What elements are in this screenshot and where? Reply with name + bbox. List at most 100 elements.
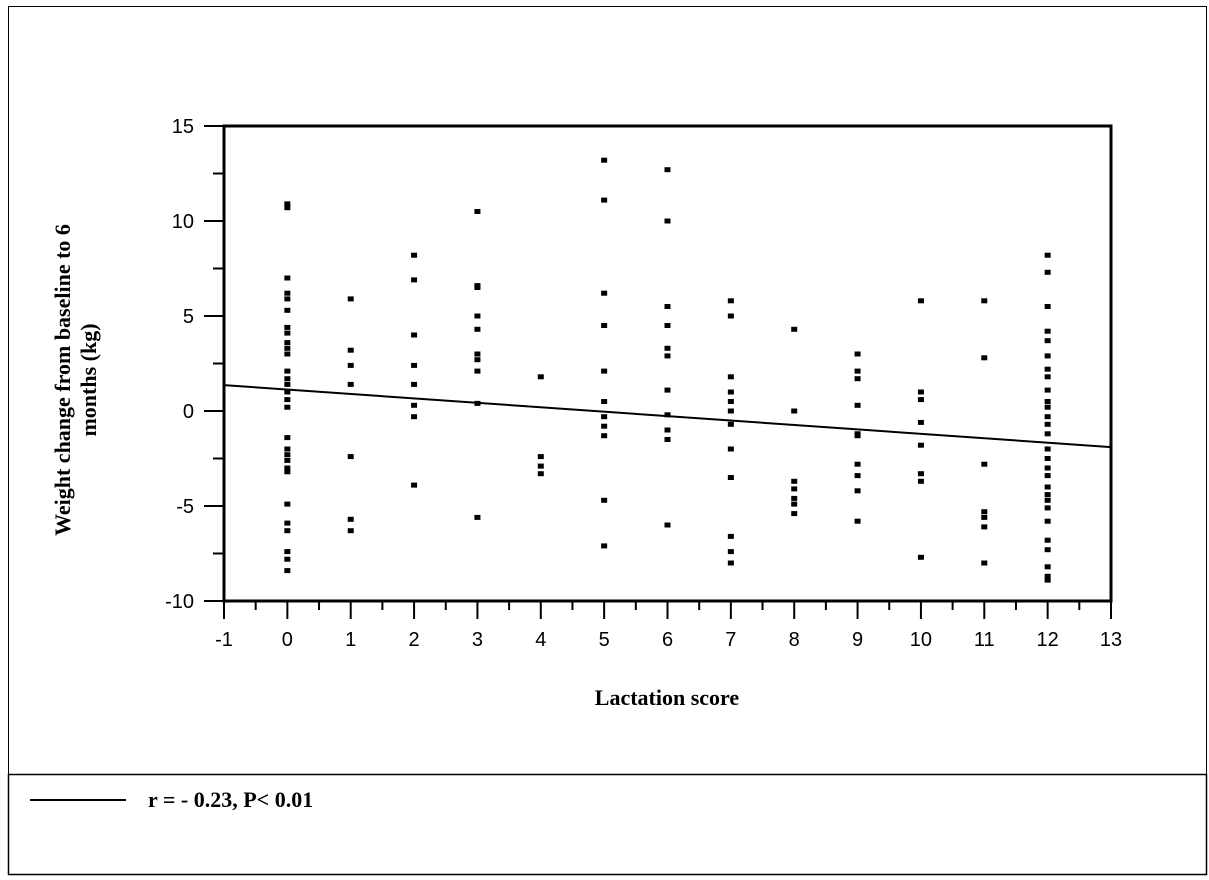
data-point — [601, 197, 608, 203]
x-tick-label: 13 — [1100, 629, 1122, 651]
data-point — [664, 412, 671, 418]
data-point — [284, 290, 291, 296]
data-point — [854, 461, 861, 467]
x-tick-label: 9 — [852, 629, 863, 651]
data-point — [1044, 547, 1051, 553]
x-tick-label: -1 — [215, 629, 233, 651]
data-point — [664, 437, 671, 442]
data-point — [284, 397, 291, 403]
data-point — [791, 326, 798, 332]
data-point — [284, 457, 291, 463]
data-point — [284, 368, 291, 374]
data-point — [474, 514, 481, 520]
y-tick-label: 5 — [183, 306, 194, 328]
data-point — [284, 446, 291, 452]
x-tick-label: 8 — [789, 629, 800, 651]
data-point — [664, 304, 671, 309]
data-point — [791, 495, 798, 501]
data-point — [981, 509, 988, 515]
data-point — [1044, 497, 1051, 503]
data-point — [981, 514, 988, 520]
data-point — [1044, 421, 1051, 427]
data-point — [601, 433, 608, 439]
data-point — [1044, 537, 1051, 543]
data-points — [284, 157, 1051, 583]
data-point — [284, 201, 291, 207]
data-point — [601, 157, 608, 163]
data-point — [1044, 505, 1051, 511]
data-point — [284, 520, 291, 526]
x-tick-label: 6 — [662, 629, 673, 651]
data-point — [411, 414, 418, 420]
data-point — [474, 285, 481, 290]
data-point — [284, 340, 291, 346]
x-axis-title: Lactation score — [595, 685, 740, 710]
data-point — [347, 347, 354, 353]
x-tick-label: 10 — [910, 629, 932, 651]
data-point — [664, 345, 671, 351]
data-point — [284, 549, 291, 555]
data-point — [1044, 338, 1051, 344]
data-point — [474, 313, 481, 319]
data-point — [854, 351, 861, 357]
data-point — [1044, 387, 1051, 393]
data-point — [474, 209, 481, 214]
data-point — [284, 307, 291, 313]
data-point — [917, 298, 924, 304]
data-point — [854, 473, 861, 479]
y-tick-label: -5 — [176, 496, 194, 518]
data-point — [284, 389, 291, 395]
data-point — [284, 351, 291, 357]
data-point — [917, 554, 924, 560]
data-point — [664, 522, 671, 528]
data-point — [1044, 431, 1051, 437]
data-point — [917, 389, 924, 395]
data-point — [917, 397, 924, 403]
data-point — [284, 465, 291, 471]
data-point — [981, 461, 988, 467]
data-point — [284, 501, 291, 507]
data-point — [917, 442, 924, 448]
data-point — [664, 387, 671, 393]
data-point — [854, 488, 861, 494]
data-point — [411, 277, 418, 283]
data-point — [347, 296, 354, 302]
data-point — [284, 435, 291, 441]
data-point — [411, 402, 418, 408]
data-point — [727, 408, 734, 414]
data-point — [727, 549, 734, 555]
data-point — [1044, 484, 1051, 490]
plot-frame — [222, 124, 1113, 603]
data-point — [854, 433, 861, 439]
data-point — [727, 475, 734, 480]
data-point — [727, 560, 734, 566]
data-point — [284, 568, 291, 574]
data-point — [1044, 456, 1051, 461]
data-point — [727, 533, 734, 539]
data-point — [284, 469, 291, 475]
data-point — [727, 399, 734, 404]
data-point — [284, 556, 291, 562]
data-point — [854, 402, 861, 408]
x-tick-label: 2 — [409, 629, 420, 651]
data-point — [727, 421, 734, 427]
data-point — [537, 454, 544, 460]
data-point — [1044, 304, 1051, 309]
data-point — [727, 389, 734, 395]
data-point — [347, 362, 354, 368]
data-point — [347, 454, 354, 460]
data-point — [284, 275, 291, 281]
y-tick-label: 15 — [172, 116, 194, 138]
data-point — [1044, 492, 1051, 498]
data-point — [1044, 518, 1051, 524]
x-tick-label: 1 — [345, 629, 356, 651]
data-point — [727, 446, 734, 452]
y-axis-title-line-2: months (kg) — [76, 323, 101, 436]
data-point — [1044, 328, 1051, 334]
data-point — [411, 252, 418, 258]
data-point — [791, 478, 798, 484]
data-point — [601, 323, 608, 328]
data-point — [727, 298, 734, 304]
data-point — [284, 381, 291, 387]
data-point — [284, 205, 291, 211]
